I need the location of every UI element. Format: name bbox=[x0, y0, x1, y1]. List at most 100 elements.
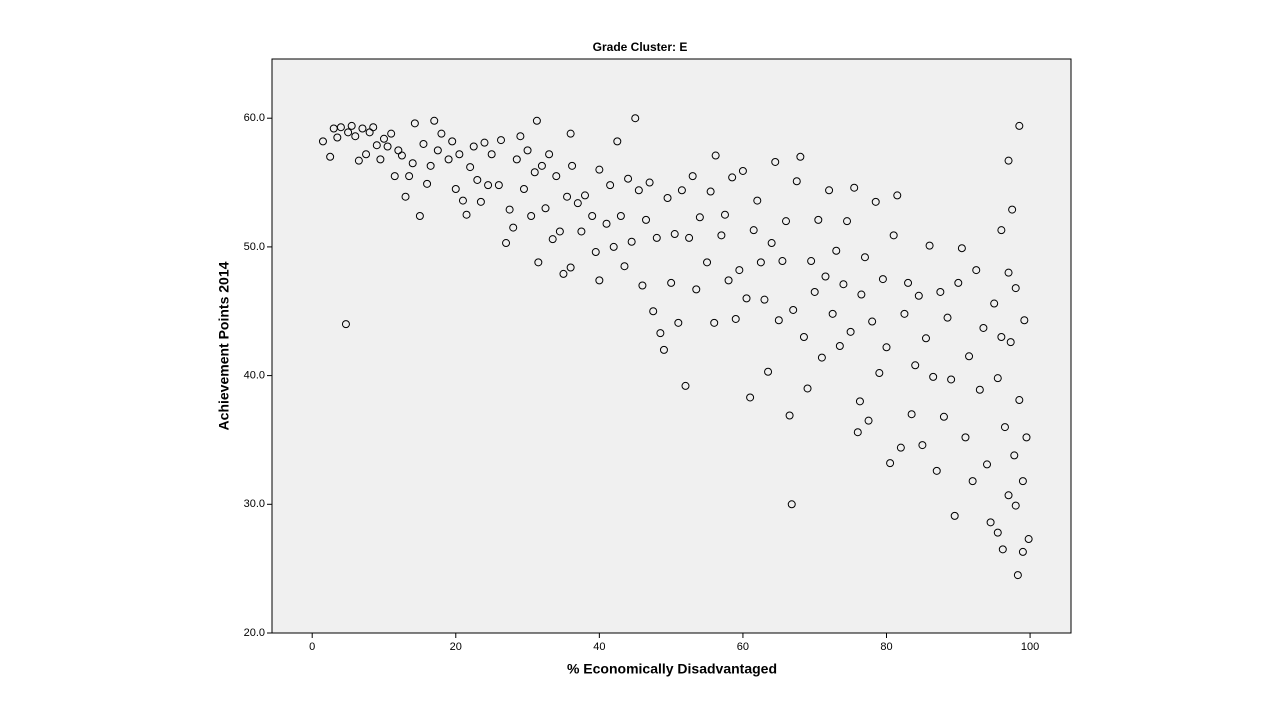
point bbox=[408, 159, 417, 168]
point bbox=[616, 212, 625, 221]
y-tick-label: 30.0 bbox=[244, 498, 265, 510]
point bbox=[595, 165, 604, 174]
point bbox=[351, 132, 360, 141]
point bbox=[502, 239, 511, 248]
point bbox=[943, 313, 952, 322]
point bbox=[850, 183, 859, 192]
point bbox=[968, 477, 977, 486]
point bbox=[555, 227, 564, 236]
point bbox=[534, 258, 543, 267]
point bbox=[735, 266, 744, 275]
point bbox=[563, 192, 572, 201]
point bbox=[921, 334, 930, 343]
point bbox=[397, 151, 406, 160]
point bbox=[810, 287, 819, 296]
point bbox=[663, 193, 672, 202]
point bbox=[997, 332, 1006, 341]
point bbox=[318, 137, 327, 146]
point bbox=[545, 150, 554, 159]
point bbox=[634, 186, 643, 195]
point bbox=[494, 181, 503, 190]
point bbox=[336, 123, 345, 132]
point bbox=[548, 235, 557, 244]
point bbox=[358, 124, 367, 133]
point bbox=[886, 459, 895, 468]
point bbox=[602, 219, 611, 228]
y-tick-label: 40.0 bbox=[244, 370, 265, 382]
point bbox=[778, 257, 787, 266]
point bbox=[853, 428, 862, 437]
point bbox=[433, 146, 442, 155]
point bbox=[326, 152, 335, 161]
point bbox=[1015, 396, 1024, 405]
point bbox=[975, 385, 984, 394]
plot-area bbox=[271, 58, 1072, 634]
point bbox=[462, 210, 471, 219]
point bbox=[613, 137, 622, 146]
point bbox=[993, 528, 1002, 537]
point bbox=[541, 204, 550, 213]
y-tick-label: 50.0 bbox=[244, 241, 265, 253]
point bbox=[893, 191, 902, 200]
point bbox=[855, 397, 864, 406]
point bbox=[929, 372, 938, 381]
point bbox=[947, 375, 956, 384]
point bbox=[532, 116, 541, 125]
point bbox=[1004, 156, 1013, 165]
point bbox=[1010, 451, 1019, 460]
point bbox=[756, 258, 765, 267]
point bbox=[354, 156, 363, 165]
x-tick-label: 40 bbox=[593, 641, 605, 653]
point bbox=[731, 314, 740, 323]
point bbox=[1011, 284, 1020, 293]
point bbox=[896, 443, 905, 452]
point bbox=[990, 299, 999, 308]
point bbox=[484, 181, 493, 190]
point bbox=[720, 210, 729, 219]
point bbox=[645, 178, 654, 187]
point bbox=[857, 290, 866, 299]
point bbox=[369, 123, 378, 132]
point bbox=[911, 361, 920, 370]
point bbox=[401, 192, 410, 201]
point bbox=[954, 278, 963, 287]
point bbox=[405, 172, 414, 181]
point bbox=[782, 217, 791, 226]
point bbox=[986, 518, 995, 527]
point bbox=[473, 175, 482, 184]
point bbox=[1013, 571, 1022, 580]
point bbox=[864, 416, 873, 425]
point bbox=[505, 205, 514, 214]
point bbox=[1022, 433, 1031, 442]
point bbox=[659, 345, 668, 354]
point bbox=[519, 184, 528, 193]
point bbox=[638, 281, 647, 290]
point bbox=[362, 150, 371, 159]
point bbox=[423, 179, 432, 188]
point bbox=[1004, 491, 1013, 500]
point bbox=[444, 155, 453, 164]
point bbox=[717, 231, 726, 240]
point bbox=[588, 212, 597, 221]
point bbox=[961, 433, 970, 442]
point bbox=[839, 280, 848, 289]
point bbox=[871, 197, 880, 206]
point bbox=[344, 128, 353, 137]
point bbox=[972, 266, 981, 275]
x-tick-label: 20 bbox=[450, 641, 462, 653]
point bbox=[566, 263, 575, 272]
point bbox=[746, 393, 755, 402]
point bbox=[807, 257, 816, 266]
point bbox=[814, 215, 823, 224]
point bbox=[914, 291, 923, 300]
point bbox=[591, 248, 600, 257]
point bbox=[950, 511, 959, 520]
point bbox=[1018, 547, 1027, 556]
point bbox=[979, 323, 988, 332]
point bbox=[577, 227, 586, 236]
y-tick-label: 20.0 bbox=[244, 627, 265, 639]
point bbox=[677, 186, 686, 195]
point bbox=[900, 309, 909, 318]
x-axis-label: % Economically Disadvantaged bbox=[567, 661, 777, 677]
point bbox=[760, 295, 769, 304]
